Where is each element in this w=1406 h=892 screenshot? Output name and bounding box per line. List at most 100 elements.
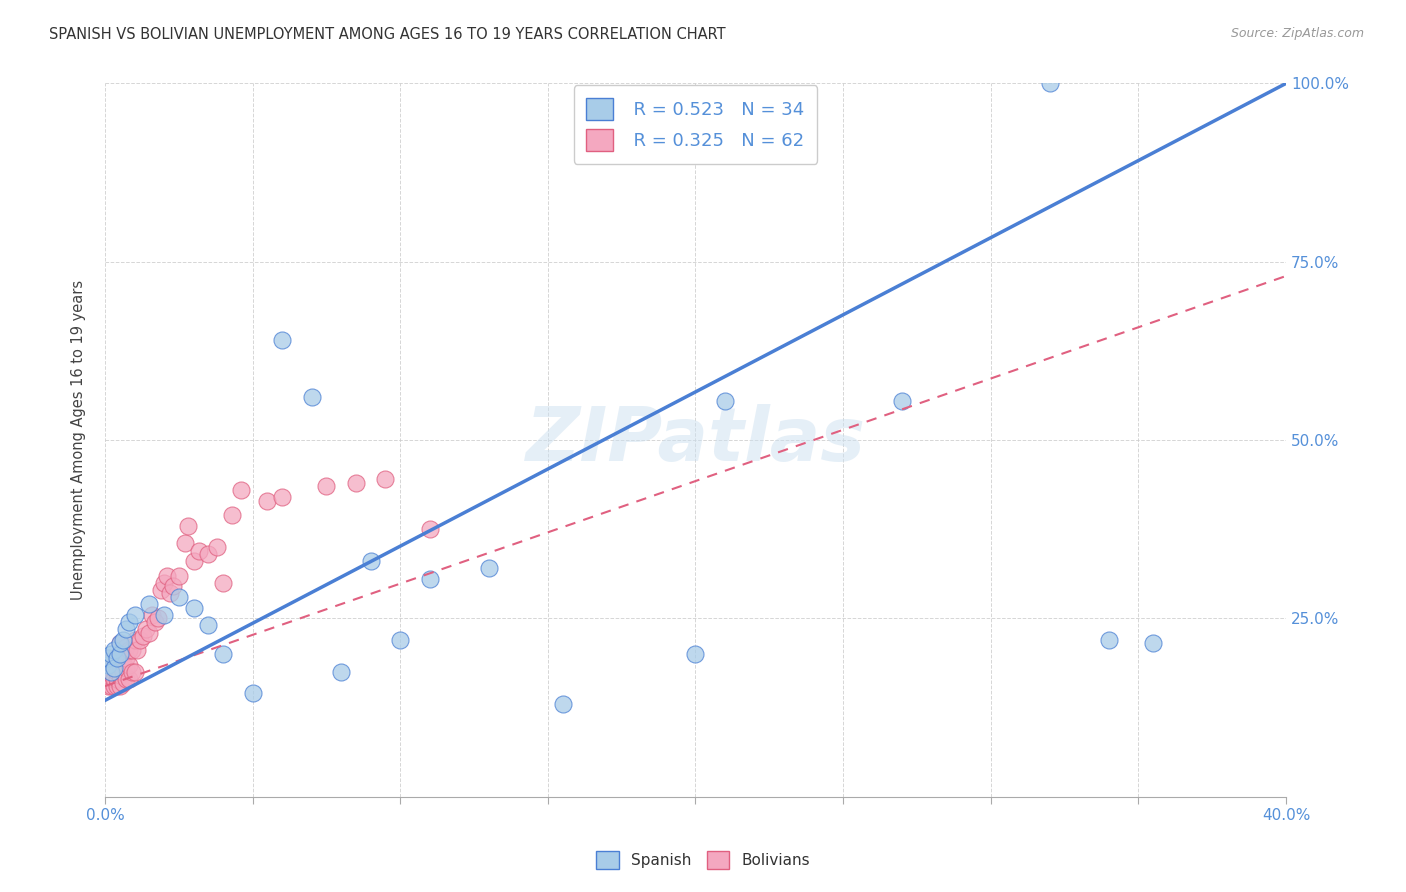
Text: Source: ZipAtlas.com: Source: ZipAtlas.com [1230,27,1364,40]
Point [100,679,122,693]
Legend: Spanish, Bolivians: Spanish, Bolivians [589,845,817,875]
Point [111,650,134,665]
Point [114,622,136,636]
Point [242,686,264,700]
Point [105,650,128,665]
Point [419,522,441,536]
Point [100,654,122,668]
Point [271,490,294,504]
Point [221,508,243,522]
Point [330,665,353,679]
Point [478,561,501,575]
Point [1098,632,1121,647]
Point [129,632,152,647]
Legend:   R = 0.523   N = 34,   R = 0.325   N = 62: R = 0.523 N = 34, R = 0.325 N = 62 [574,86,817,164]
Point [103,661,125,675]
Point [117,615,139,629]
Point [156,568,179,582]
Point [197,618,219,632]
Point [100,665,122,679]
Point [891,393,914,408]
Point [1039,77,1062,91]
Point [167,590,190,604]
Point [108,668,131,682]
Point [111,665,134,679]
Point [97,650,120,665]
Point [114,661,136,675]
Point [315,479,337,493]
Y-axis label: Unemployment Among Ages 16 to 19 years: Unemployment Among Ages 16 to 19 years [72,280,86,600]
Point [159,586,181,600]
Point [153,575,176,590]
Point [97,657,120,672]
Point [124,632,146,647]
Point [127,643,149,657]
Point [714,393,737,408]
Point [108,657,131,672]
Point [153,607,176,622]
Point [271,333,294,347]
Point [143,615,166,629]
Point [1142,636,1164,650]
Point [360,554,382,568]
Point [105,665,128,679]
Point [141,607,163,622]
Point [301,390,323,404]
Point [229,483,252,497]
Point [173,536,195,550]
Point [103,679,125,693]
Point [256,493,278,508]
Point [121,643,143,657]
Point [97,668,120,682]
Point [124,665,146,679]
Point [114,640,136,654]
Point [105,650,128,665]
Point [114,672,136,686]
Point [138,597,160,611]
Point [108,636,131,650]
Point [103,643,125,657]
Point [197,547,219,561]
Point [212,575,235,590]
Point [108,679,131,693]
Point [124,607,146,622]
Point [97,650,120,665]
Point [114,650,136,665]
Point [419,572,441,586]
Point [100,647,122,661]
Point [138,625,160,640]
Point [146,611,169,625]
Point [111,675,134,690]
Point [205,540,228,554]
Point [389,632,412,647]
Point [132,629,155,643]
Point [108,647,131,661]
Point [105,672,128,686]
Point [108,636,131,650]
Point [183,554,205,568]
Point [167,568,190,582]
Point [111,632,134,647]
Point [685,647,707,661]
Point [374,472,396,486]
Point [117,657,139,672]
Point [108,647,131,661]
Point [183,600,205,615]
Point [176,518,198,533]
Point [103,661,125,675]
Point [162,579,184,593]
Point [135,622,157,636]
Point [150,582,173,597]
Point [100,665,122,679]
Point [212,647,235,661]
Point [97,679,120,693]
Point [103,650,125,665]
Text: ZIPatlas: ZIPatlas [526,403,866,476]
Point [103,672,125,686]
Point [105,679,128,693]
Point [551,697,574,711]
Text: SPANISH VS BOLIVIAN UNEMPLOYMENT AMONG AGES 16 TO 19 YEARS CORRELATION CHART: SPANISH VS BOLIVIAN UNEMPLOYMENT AMONG A… [49,27,725,42]
Point [117,672,139,686]
Point [188,543,211,558]
Point [117,643,139,657]
